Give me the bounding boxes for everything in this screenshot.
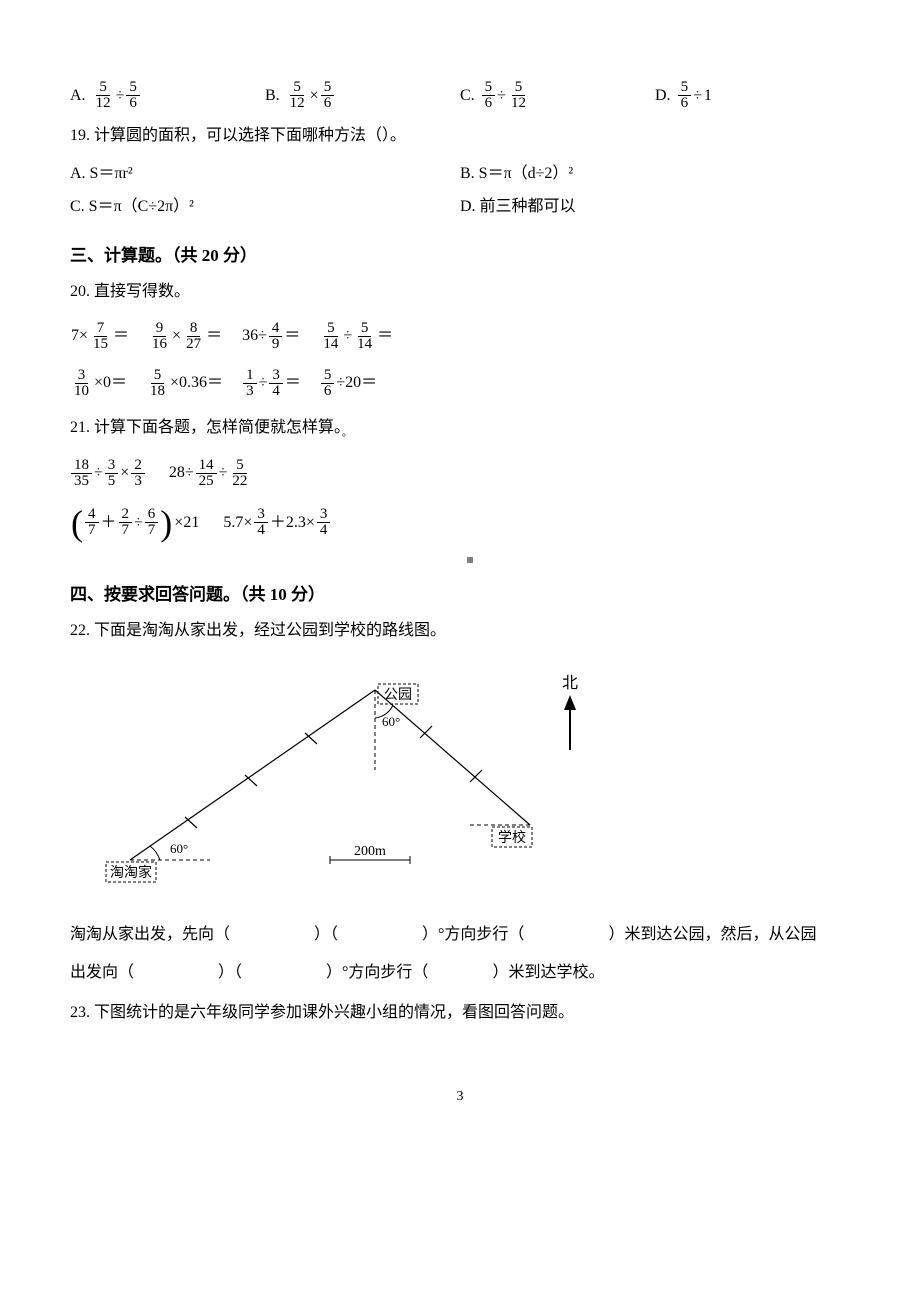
q19-option-b: B. S＝π（d÷2）² <box>460 161 850 187</box>
label-scale: 200m <box>354 844 386 859</box>
q22-text: 22. 下面是淘淘从家出发，经过公园到学校的路线图。 <box>70 618 850 644</box>
q18-option-d: D. 56 ÷ 1 <box>655 80 850 111</box>
q21-row1: 1835 ÷ 35 × 23 28÷ 1425 ÷ 522 <box>70 458 850 489</box>
label-park: 公园 <box>384 688 412 703</box>
label-north: 北 <box>562 674 578 692</box>
q20-text: 20. 直接写得数。 <box>70 279 850 305</box>
math-expr: 56 ÷ 1 <box>677 80 713 111</box>
q20-row1: 7× 715 ＝ 916 × 827 ＝ 36÷ 49 ＝ 514 ÷ 514 … <box>70 321 850 352</box>
option-label: D. <box>655 83 671 109</box>
section3-heading: 三、计算题。（共 20 分） <box>70 242 850 269</box>
q19-options: A. S＝πr² B. S＝π（d÷2）² C. S＝π（C÷2π）² D. 前… <box>70 157 850 224</box>
q21-row2: ( 47 ＋ 27 ÷ 67 ) ×21 5.7× 34 ＋2.3× 34 <box>70 505 850 541</box>
q19-text: 19. 计算圆的面积，可以选择下面哪种方法（）。 <box>70 123 850 149</box>
q23-text: 23. 下图统计的是六年级同学参加课外兴趣小组的情况，看图回答问题。 <box>70 1000 850 1026</box>
label-school: 学校 <box>498 829 526 846</box>
q21-text: 21. 计算下面各题，怎样简便就怎样算。。 <box>70 415 850 442</box>
option-label: B. <box>265 83 280 109</box>
label-angle2: 60° <box>382 714 400 729</box>
q18-option-a: A. 512 ÷ 56 <box>70 80 265 111</box>
q19-option-a: A. S＝πr² <box>70 161 460 187</box>
route-diagram: 淘淘家 公园 学校 北 200m 60° 60° <box>100 660 660 900</box>
math-expr: 512 ÷ 56 <box>92 80 141 111</box>
label-angle1: 60° <box>170 841 188 856</box>
q18-option-c: C. 56 ÷ 512 <box>460 80 655 111</box>
page-number: 3 <box>70 1086 850 1108</box>
q22-fill-text: 淘淘从家出发，先向（ ）（ ）°方向步行（ ）米到达公园，然后，从公园 出发向（… <box>70 916 850 993</box>
option-label: A. <box>70 83 86 109</box>
math-expr: 512 × 56 <box>286 80 336 111</box>
q19-option-d: D. 前三种都可以 <box>460 194 850 220</box>
q19-option-c: C. S＝π（C÷2π）² <box>70 194 460 220</box>
center-dot-icon <box>467 557 473 563</box>
q18-options: A. 512 ÷ 56 B. 512 × 56 C. 56 ÷ 512 D. 5… <box>70 80 850 111</box>
math-expr: 56 ÷ 512 <box>481 80 530 111</box>
label-home: 淘淘家 <box>110 864 152 881</box>
q20-row2: 310 ×0＝ 518 ×0.36＝ 13 ÷ 34 ＝ 56 ÷20＝ <box>70 368 850 399</box>
q18-option-b: B. 512 × 56 <box>265 80 460 111</box>
section4-heading: 四、按要求回答问题。（共 10 分） <box>70 581 850 608</box>
option-label: C. <box>460 83 475 109</box>
